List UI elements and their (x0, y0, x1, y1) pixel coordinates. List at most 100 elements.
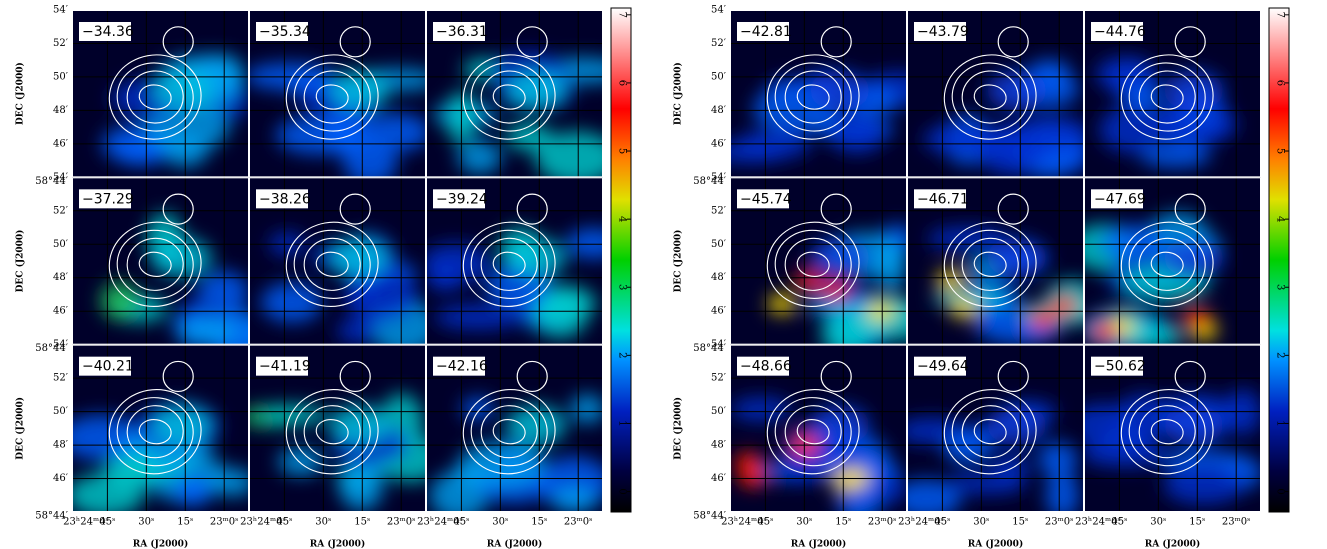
y-tick-label: 50′ (53, 239, 69, 250)
contour (492, 419, 526, 445)
contour-circle (516, 193, 548, 225)
x-tick-label: 23ᵐ0ˢ (387, 517, 416, 528)
contour (470, 62, 548, 132)
emission-blob (738, 467, 767, 488)
x-tick-label: 23ʰ24ᵐ0ˢ (240, 517, 286, 528)
velocity-label: −36.31 (436, 24, 488, 40)
colorbar-tick-label: 0 (1275, 488, 1286, 494)
contour (796, 419, 830, 445)
emission-blob (505, 237, 566, 278)
contour (973, 251, 1007, 277)
emission-blob (986, 404, 1047, 445)
y-tick-label: 52′ (711, 373, 727, 384)
panel (907, 10, 1084, 178)
y-tick-label: 48′ (711, 105, 727, 116)
contour (480, 405, 538, 459)
panel (1084, 177, 1261, 345)
colorbar (1268, 7, 1290, 513)
label-box (79, 356, 131, 376)
contour-circle (820, 360, 852, 393)
contour (462, 54, 556, 140)
velocity-label: −46.71 (917, 191, 969, 207)
emission-blob (565, 227, 603, 260)
contour (943, 389, 1037, 475)
emission-blob (278, 447, 324, 476)
emission-blob (809, 237, 870, 278)
contour (492, 84, 526, 110)
contour (138, 84, 172, 110)
emission-blob (1121, 323, 1184, 345)
contour (1138, 237, 1196, 291)
contour (973, 84, 1007, 110)
y-axis-label: DEC (J2000) (673, 62, 684, 125)
velocity-label: −49.64 (917, 359, 969, 375)
y-axis-label: DEC (J2000) (15, 230, 26, 293)
contour-circle (162, 26, 194, 58)
emission-blob (1163, 465, 1245, 505)
colorbar-tick-label: 3 (1275, 284, 1286, 290)
y-tick-label: 54′ (53, 5, 69, 16)
velocity-label: −44.76 (1094, 24, 1146, 40)
x-tick-label: 15ˢ (177, 517, 193, 528)
emission-blob (100, 281, 139, 320)
velocity-label: −37.29 (82, 191, 134, 207)
label-box (79, 22, 131, 41)
x-tick-label: 45ˢ (934, 517, 950, 528)
contour (116, 62, 194, 132)
emission-blob (336, 318, 379, 344)
emission-blob (1140, 143, 1212, 168)
emission-blob (259, 404, 327, 426)
y-tick-label: 52′ (711, 205, 727, 216)
emission-blob (794, 270, 823, 291)
contour (293, 397, 371, 467)
label-box (1091, 189, 1143, 209)
emission-blob (505, 404, 566, 445)
contour-circle (1174, 360, 1206, 393)
emission-blob (907, 479, 962, 512)
x-tick-label: 23ᵐ0ˢ (1222, 517, 1251, 528)
emission-blob (1099, 224, 1168, 261)
colorbar-tick-label: 3 (617, 284, 628, 290)
label-box (256, 22, 308, 41)
emission-blob (102, 455, 159, 490)
emission-blob (1095, 57, 1155, 91)
contour (303, 237, 361, 291)
contour (1138, 405, 1196, 459)
contour-circle (162, 360, 194, 393)
x-tick-label: 23ᵐ0ˢ (210, 517, 239, 528)
contour (108, 54, 202, 140)
emission-blob (821, 310, 871, 345)
y-tick-label: 46′ (711, 138, 727, 149)
contour (766, 221, 860, 308)
contour (1150, 84, 1184, 110)
emission-blob (1182, 307, 1211, 328)
contour (1120, 54, 1214, 140)
emission-blob (434, 304, 523, 330)
label-box (79, 189, 131, 209)
x-tick-label: 45ˢ (99, 517, 115, 528)
velocity-label: −50.62 (1094, 359, 1146, 375)
y-tick-label: 54′ (711, 5, 727, 16)
panel (426, 344, 603, 512)
y-tick-label: 54′ (53, 339, 69, 350)
label-box (1091, 356, 1143, 376)
contour (116, 397, 194, 467)
label-box (433, 22, 485, 41)
contour-circle (516, 360, 548, 393)
y-tick-label: 52′ (53, 38, 69, 49)
emission-blob (343, 140, 398, 178)
emission-blob (841, 467, 870, 488)
emission-blob (173, 475, 211, 507)
y-tick-label: 58°44′ (35, 176, 68, 187)
emission (101, 54, 249, 168)
contour (796, 251, 830, 277)
panel (249, 10, 426, 178)
contour (1128, 229, 1206, 299)
emission-blob (151, 70, 212, 111)
emission-blob (328, 404, 389, 445)
emission (72, 401, 249, 512)
y-tick-label: 46′ (53, 473, 69, 484)
x-tick-label: 23ʰ24ᵐ0ˢ (63, 517, 109, 528)
emission (1095, 57, 1238, 168)
